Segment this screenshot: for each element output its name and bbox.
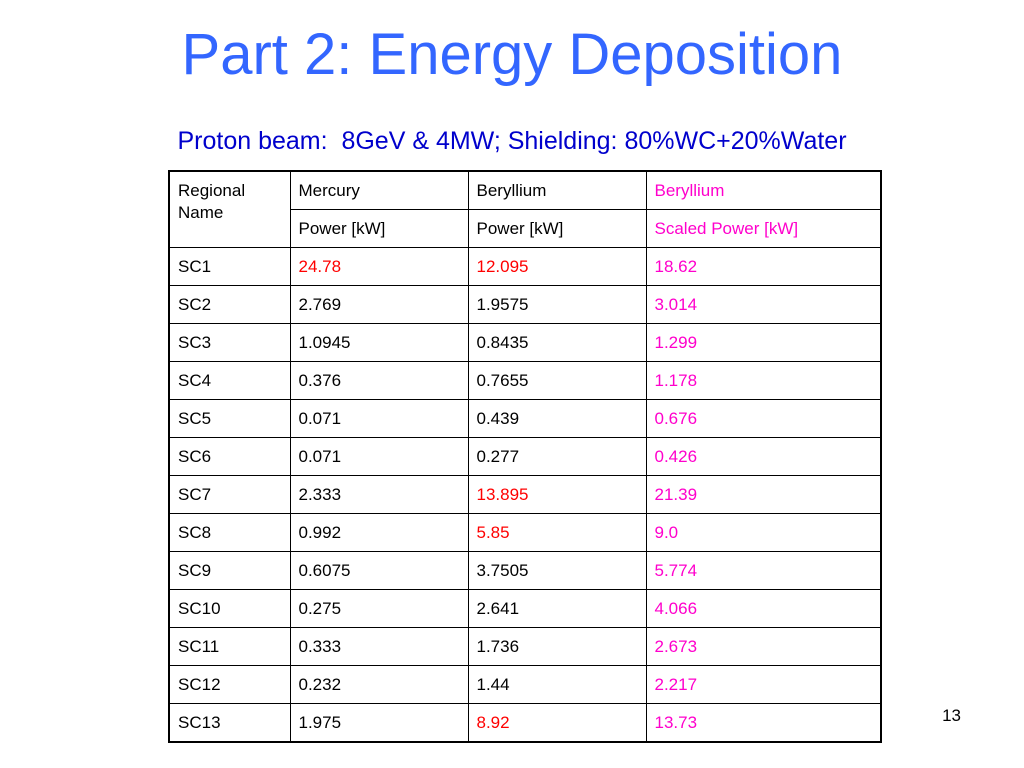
- cell-mercury-power: 0.333: [289, 627, 469, 666]
- table-row: SC12 0.232 1.44 2.217: [168, 665, 882, 704]
- cell-beryllium-power: 1.44: [467, 665, 647, 704]
- cell-mercury-power: 0.071: [289, 399, 469, 438]
- cell-beryllium-power: 1.736: [467, 627, 647, 666]
- cell-beryllium-scaled-power: 18.62: [645, 247, 882, 286]
- header-mercury-unit: Power [kW]: [289, 209, 469, 248]
- table-row: SC13 1.975 8.92 13.73: [168, 703, 882, 743]
- cell-region-name: SC12: [168, 665, 291, 704]
- cell-beryllium-power: 2.641: [467, 589, 647, 628]
- header-mercury: Mercury: [289, 170, 469, 210]
- cell-mercury-power: 0.275: [289, 589, 469, 628]
- cell-region-name: SC1: [168, 247, 291, 286]
- table-row: SC2 2.769 1.9575 3.014: [168, 285, 882, 324]
- cell-mercury-power: 2.333: [289, 475, 469, 514]
- table-row: SC7 2.333 13.895 21.39: [168, 475, 882, 514]
- cell-region-name: SC8: [168, 513, 291, 552]
- cell-beryllium-power: 0.8435: [467, 323, 647, 362]
- cell-region-name: SC5: [168, 399, 291, 438]
- header-beryllium-scaled: Beryllium: [645, 170, 882, 210]
- table-unit-row: Power [kW] Power [kW] Scaled Power [kW]: [169, 209, 882, 248]
- cell-beryllium-scaled-power: 9.0: [645, 513, 882, 552]
- cell-mercury-power: 1.975: [289, 703, 469, 743]
- cell-beryllium-power: 3.7505: [467, 551, 647, 590]
- cell-region-name: SC3: [168, 323, 291, 362]
- cell-mercury-power: 1.0945: [289, 323, 469, 362]
- cell-beryllium-power: 12.095: [467, 247, 647, 286]
- cell-region-name: SC2: [168, 285, 291, 324]
- cell-region-name: SC11: [168, 627, 291, 666]
- cell-region-name: SC4: [168, 361, 291, 400]
- page-number: 13: [942, 706, 961, 725]
- cell-beryllium-scaled-power: 0.676: [645, 399, 882, 438]
- cell-mercury-power: 0.992: [289, 513, 469, 552]
- cell-mercury-power: 0.6075: [289, 551, 469, 590]
- cell-mercury-power: 0.071: [289, 437, 469, 476]
- table-row: SC1 24.78 12.095 18.62: [168, 247, 882, 286]
- table-header-row: Regional Name Mercury Beryllium Berylliu…: [168, 170, 882, 248]
- cell-beryllium-power: 0.7655: [467, 361, 647, 400]
- cell-beryllium-scaled-power: 1.178: [645, 361, 882, 400]
- cell-beryllium-power: 0.277: [467, 437, 647, 476]
- cell-mercury-power: 2.769: [289, 285, 469, 324]
- table-body: SC1 24.78 12.095 18.62 SC2 2.769 1.9575 3.014 SC…: [168, 247, 882, 743]
- cell-beryllium-scaled-power: 13.73: [645, 703, 882, 743]
- table-row: SC10 0.275 2.641 4.066: [168, 589, 882, 628]
- header-beryllium: Beryllium: [467, 170, 647, 210]
- cell-region-name: SC10: [168, 589, 291, 628]
- cell-beryllium-scaled-power: 21.39: [645, 475, 882, 514]
- header-scaled-unit: Scaled Power [kW]: [645, 209, 882, 248]
- cell-beryllium-power: 1.9575: [467, 285, 647, 324]
- cell-region-name: SC7: [168, 475, 291, 514]
- table-row: SC5 0.071 0.439 0.676: [168, 399, 882, 438]
- table-row: SC3 1.0945 0.8435 1.299: [168, 323, 882, 362]
- cell-beryllium-power: 8.92: [467, 703, 647, 743]
- cell-beryllium-scaled-power: 0.426: [645, 437, 882, 476]
- table-row: SC9 0.6075 3.7505 5.774: [168, 551, 882, 590]
- cell-beryllium-power: 5.85: [467, 513, 647, 552]
- cell-mercury-power: 0.232: [289, 665, 469, 704]
- header-regional-name: Regional Name: [168, 170, 291, 248]
- cell-beryllium-scaled-power: 3.014: [645, 285, 882, 324]
- cell-mercury-power: 24.78: [289, 247, 469, 286]
- cell-mercury-power: 0.376: [289, 361, 469, 400]
- cell-beryllium-scaled-power: 4.066: [645, 589, 882, 628]
- slide-subtitle: Proton beam: 8GeV & 4MW; Shielding: 80%W…: [177, 127, 847, 155]
- cell-beryllium-power: 0.439: [467, 399, 647, 438]
- table-row: SC11 0.333 1.736 2.673: [168, 627, 882, 666]
- cell-beryllium-scaled-power: 5.774: [645, 551, 882, 590]
- cell-beryllium-power: 13.895: [467, 475, 647, 514]
- header-beryllium-unit: Power [kW]: [467, 209, 647, 248]
- table-row: SC6 0.071 0.277 0.426: [168, 437, 882, 476]
- cell-beryllium-scaled-power: 2.217: [645, 665, 882, 704]
- energy-deposition-table: Regional Name Mercury Beryllium Berylliu…: [168, 170, 882, 743]
- table-row: SC8 0.992 5.85 9.0: [168, 513, 882, 552]
- cell-region-name: SC13: [168, 703, 291, 743]
- cell-beryllium-scaled-power: 2.673: [645, 627, 882, 666]
- slide-title: Part 2: Energy Deposition: [181, 22, 843, 87]
- cell-region-name: SC6: [168, 437, 291, 476]
- table-row: SC4 0.376 0.7655 1.178: [168, 361, 882, 400]
- cell-beryllium-scaled-power: 1.299: [645, 323, 882, 362]
- cell-region-name: SC9: [168, 551, 291, 590]
